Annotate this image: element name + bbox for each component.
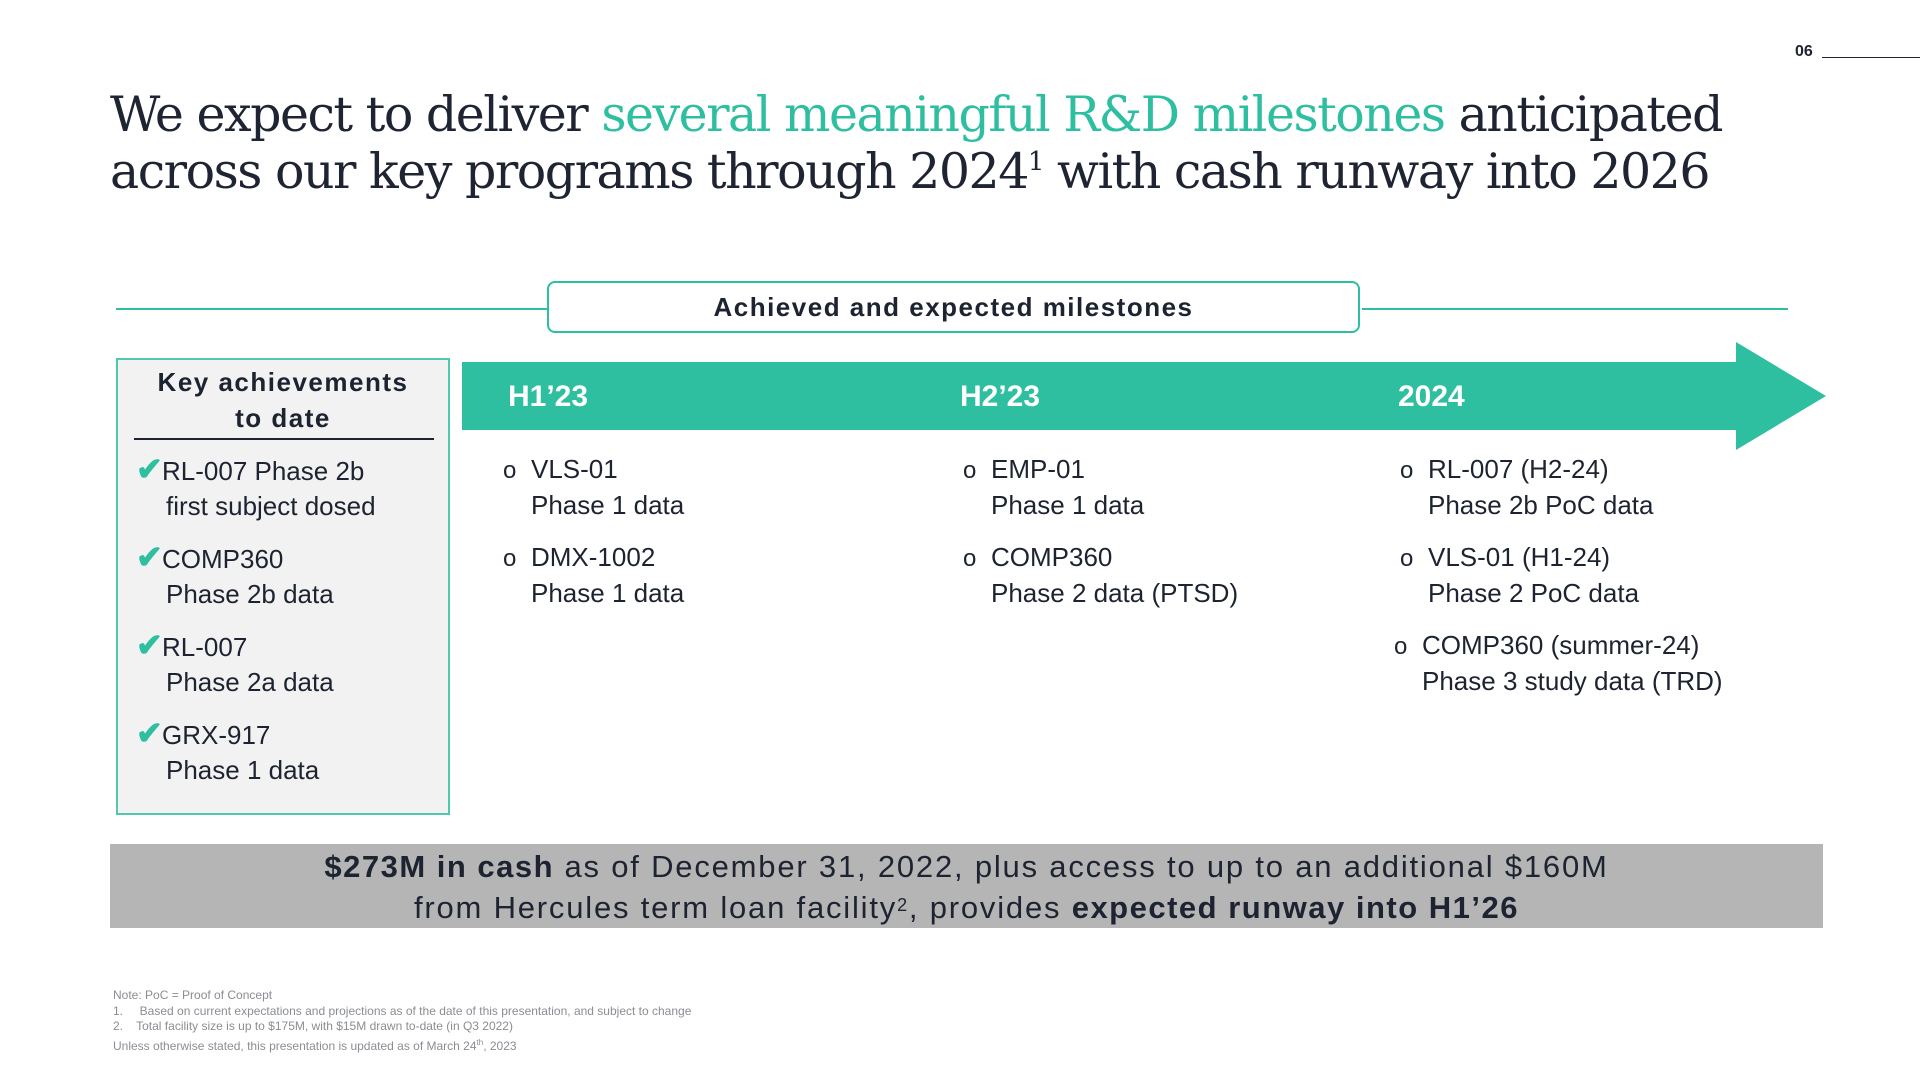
milestone-program: EMP-01 [991, 454, 1085, 484]
milestone-item: o EMP-01 Phase 1 data [963, 452, 1144, 523]
footnote-2: 2. Total facility size is up to $175M, w… [113, 1019, 513, 1033]
bullet-icon: o [1400, 545, 1414, 572]
banner-runway: expected runway into H1’26 [1071, 890, 1520, 925]
title-footnote-ref: 1 [1027, 147, 1045, 177]
milestone-detail: Phase 2 PoC data [1428, 578, 1640, 608]
page-number: 06 [1795, 43, 1813, 60]
key-achievements-title-line2: to date [235, 403, 331, 433]
title-accent: several meaningful R&D milestones [601, 86, 1446, 143]
milestone-item: o VLS-01 Phase 1 data [503, 452, 684, 523]
banner-cash-amount: $273M in cash [324, 849, 555, 884]
footnote-update-text: Unless otherwise stated, this presentati… [113, 1038, 477, 1053]
achievement-title: COMP360 [162, 544, 284, 574]
footnote-note: Note: PoC = Proof of Concept [113, 988, 273, 1002]
milestone-item: o COMP360 Phase 2 data (PTSD) [963, 540, 1238, 611]
period-label-2024: 2024 [1398, 380, 1465, 413]
achievement-detail: Phase 1 data [166, 755, 320, 785]
check-icon: ✔ [136, 715, 163, 751]
banner-footnote-ref: 2 [897, 895, 909, 915]
key-achievements-divider [134, 438, 434, 440]
achievement-item: ✔RL-007 Phase 2a data [136, 628, 334, 700]
period-label-h2-23: H2’23 [960, 380, 1041, 413]
footnote-1: 1. Based on current expectations and pro… [113, 1003, 692, 1018]
key-achievements-panel: Key achievements to date ✔RL-007 Phase 2… [116, 358, 450, 815]
achievement-item: ✔GRX-917 Phase 1 data [136, 716, 319, 788]
milestone-item: o VLS-01 (H1-24) Phase 2 PoC data [1400, 540, 1639, 611]
milestone-detail: Phase 1 data [991, 490, 1145, 520]
check-icon: ✔ [136, 451, 163, 487]
bullet-icon: o [963, 457, 977, 484]
banner-text3: , provides [908, 890, 1072, 925]
header-rule-left [116, 308, 548, 310]
footnote-update-date: Unless otherwise stated, this presentati… [113, 1035, 691, 1055]
timeline-arrow [462, 342, 1826, 450]
check-icon: ✔ [136, 539, 163, 575]
key-achievements-title-line1: Key achievements [157, 367, 409, 397]
key-achievements-title: Key achievements to date [118, 364, 448, 436]
footnote-update-year: , 2023 [483, 1038, 517, 1053]
banner-text1: as of December 31, 2022, plus access to … [554, 849, 1609, 884]
header-rule-right [1362, 308, 1788, 310]
banner-text2: from Hercules term loan facility [413, 890, 898, 925]
milestone-program: DMX-1002 [531, 542, 656, 572]
period-label-h1-23: H1’23 [508, 380, 589, 413]
banner-line2: from Hercules term loan facility2, provi… [110, 887, 1823, 928]
milestone-detail: Phase 2 data (PTSD) [991, 578, 1239, 608]
milestone-program: COMP360 [991, 542, 1113, 572]
achievement-detail: Phase 2b data [166, 579, 334, 609]
achievement-title: RL-007 Phase 2b [162, 456, 365, 486]
milestone-item: o DMX-1002 Phase 1 data [503, 540, 684, 611]
milestones-header: Achieved and expected milestones [547, 281, 1360, 333]
milestone-program: RL-007 (H2-24) [1428, 454, 1609, 484]
milestone-detail: Phase 1 data [531, 578, 685, 608]
bullet-icon: o [503, 545, 517, 572]
milestone-detail: Phase 2b PoC data [1428, 490, 1654, 520]
page-number-rule [1822, 57, 1920, 58]
bullet-icon: o [1394, 633, 1408, 660]
footnote-update-sup: th [476, 1037, 484, 1047]
footnotes: Note: PoC = Proof of Concept 1. Based on… [113, 988, 691, 1054]
achievement-detail: Phase 2a data [166, 667, 334, 697]
cash-runway-banner: $273M in cash as of December 31, 2022, p… [110, 844, 1823, 928]
achievement-item: ✔COMP360 Phase 2b data [136, 540, 334, 612]
achievement-title: GRX-917 [162, 720, 271, 750]
milestone-item: o RL-007 (H2-24) Phase 2b PoC data [1400, 452, 1654, 523]
bullet-icon: o [963, 545, 977, 572]
title-part3: with cash runway into 2026 [1042, 143, 1711, 200]
milestone-detail: Phase 1 data [531, 490, 685, 520]
milestone-program: VLS-01 (H1-24) [1428, 542, 1611, 572]
bullet-icon: o [1400, 457, 1414, 484]
milestone-item: o COMP360 (summer-24) Phase 3 study data … [1394, 628, 1723, 699]
achievement-title: RL-007 [162, 632, 248, 662]
bullet-icon: o [503, 457, 517, 484]
milestone-detail: Phase 3 study data (TRD) [1422, 666, 1723, 696]
achievement-item: ✔RL-007 Phase 2b first subject dosed [136, 452, 376, 524]
achievement-detail: first subject dosed [166, 491, 376, 521]
milestone-program: COMP360 (summer-24) [1422, 630, 1700, 660]
check-icon: ✔ [136, 627, 163, 663]
milestone-program: VLS-01 [531, 454, 618, 484]
page-title: We expect to deliver several meaningful … [110, 86, 1830, 200]
title-part2: anticipated across our key programs thro… [110, 86, 1723, 200]
banner-line1: $273M in cash as of December 31, 2022, p… [110, 846, 1823, 887]
title-part1: We expect to deliver [110, 86, 602, 143]
timeline-arrow-shape [462, 342, 1826, 450]
